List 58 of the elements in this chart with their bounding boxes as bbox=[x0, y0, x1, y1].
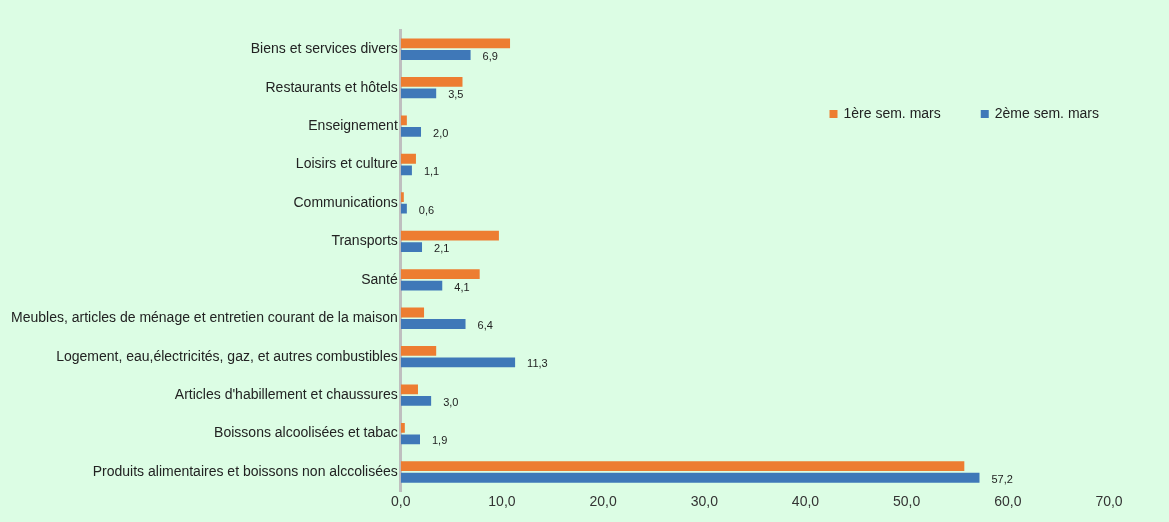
data-label: 57,2 bbox=[991, 472, 1013, 485]
legend-label: 2ème sem. mars bbox=[994, 104, 1099, 121]
bar bbox=[400, 192, 404, 203]
bar bbox=[400, 357, 516, 368]
y-tick-label: Restaurants et hôtels bbox=[265, 78, 398, 95]
bar bbox=[400, 384, 418, 395]
bar bbox=[400, 280, 443, 291]
bar bbox=[400, 422, 405, 433]
data-label: 3,0 bbox=[443, 395, 459, 408]
bar bbox=[400, 153, 416, 164]
y-tick-label: Boissons alcoolisées et tabac bbox=[214, 424, 398, 441]
x-tick-label: 30,0 bbox=[690, 493, 719, 510]
bar bbox=[400, 38, 511, 49]
y-tick-label: Articles d'habillement et chaussures bbox=[174, 385, 398, 402]
y-tick-label: Logement, eau,électricités, gaz, et autres combustibles bbox=[56, 347, 398, 364]
data-label: 0,6 bbox=[418, 203, 435, 216]
y-tick-label: Santé bbox=[361, 270, 398, 287]
data-label: 11,3 bbox=[527, 357, 548, 370]
data-label: 4,1 bbox=[454, 280, 470, 293]
bar bbox=[400, 319, 466, 329]
y-tick-label: Loisirs et culture bbox=[295, 155, 398, 172]
y-tick-label: Produits alimentaires et boissons non alccolisées bbox=[92, 462, 398, 479]
x-tick-label: 10,0 bbox=[488, 493, 516, 510]
x-tick-label: 40,0 bbox=[791, 493, 820, 510]
bar bbox=[400, 88, 437, 99]
bar bbox=[400, 434, 420, 445]
y-tick-label: Meubles, articles de ménage et entretien courant de la maison bbox=[11, 309, 398, 326]
x-tick-label: 60,0 bbox=[994, 493, 1022, 510]
bar bbox=[400, 115, 407, 126]
bar bbox=[400, 126, 422, 137]
x-tick-label: 70,0 bbox=[1095, 493, 1123, 510]
bar bbox=[400, 50, 471, 60]
data-label: 6,9 bbox=[482, 50, 498, 63]
bar bbox=[400, 203, 407, 214]
data-label: 2,1 bbox=[434, 242, 450, 255]
bar bbox=[400, 230, 499, 241]
bar bbox=[400, 346, 437, 356]
bar bbox=[400, 76, 463, 87]
bar bbox=[400, 307, 425, 318]
bar bbox=[400, 269, 480, 279]
x-tick-label: 0,0 bbox=[391, 493, 411, 510]
data-label: 1,9 bbox=[432, 434, 448, 447]
y-tick-label: Enseignement bbox=[308, 116, 398, 133]
data-label: 3,5 bbox=[448, 88, 464, 101]
x-tick-label: 20,0 bbox=[589, 493, 617, 510]
x-tick-label: 50,0 bbox=[893, 493, 921, 510]
data-label: 2,0 bbox=[433, 126, 449, 139]
y-tick-label: Transports bbox=[331, 232, 398, 249]
legend-label: 1ère sem. mars bbox=[843, 104, 941, 121]
y-tick-label: Biens et services divers bbox=[250, 40, 398, 57]
bar bbox=[400, 395, 432, 406]
bar bbox=[400, 242, 423, 253]
bar bbox=[400, 472, 980, 483]
bar bbox=[400, 461, 965, 472]
y-tick-label: Communications bbox=[293, 193, 398, 210]
bar bbox=[400, 165, 412, 176]
data-label: 6,4 bbox=[477, 319, 493, 332]
data-label: 1,1 bbox=[423, 165, 440, 178]
